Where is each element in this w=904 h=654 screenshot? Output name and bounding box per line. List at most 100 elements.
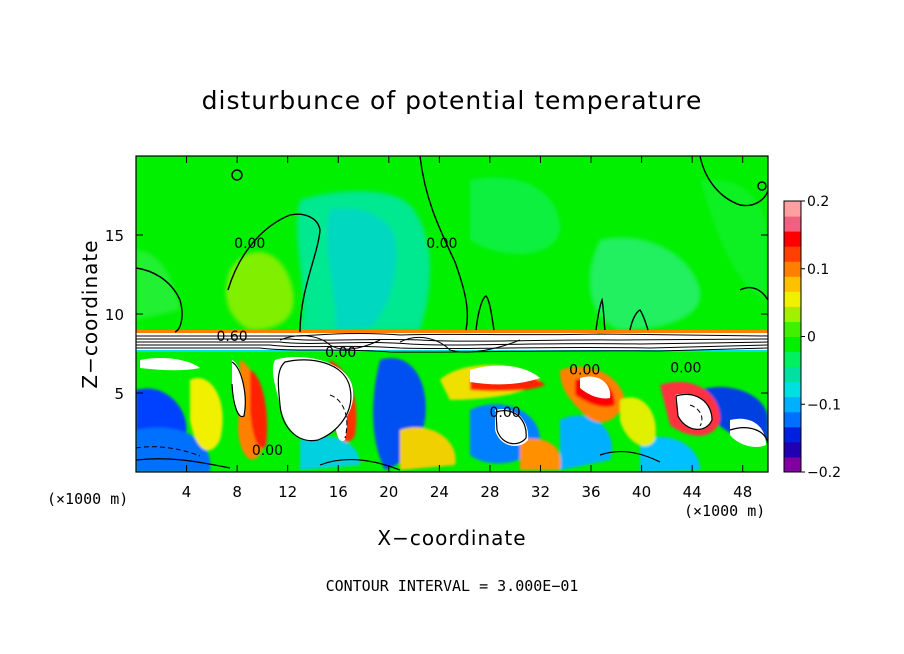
band-line-1 bbox=[136, 332, 768, 337]
band-line-6 bbox=[279, 335, 381, 350]
contour-labels: 0.00 0.00 0.60 0.00 0.00 0.00 0.00 0.00 bbox=[216, 236, 701, 459]
colorbar-segment bbox=[784, 426, 801, 443]
contour-lower-5 bbox=[319, 458, 401, 471]
x-tick-label: 44 bbox=[683, 483, 702, 501]
contour-label: 0.00 bbox=[670, 361, 701, 377]
white-9 bbox=[140, 357, 200, 371]
colorbar-segment bbox=[784, 321, 801, 337]
colorbar-segment bbox=[784, 246, 801, 262]
x-tick-label: 16 bbox=[329, 483, 348, 501]
colorbar-segment bbox=[784, 336, 801, 353]
y-tick-label: 15 bbox=[105, 227, 124, 245]
dashed-1 bbox=[136, 446, 201, 457]
lower-cyan-1 bbox=[300, 436, 360, 470]
white-5 bbox=[675, 393, 712, 430]
contours-upper bbox=[136, 156, 768, 333]
dashed-3 bbox=[689, 404, 703, 427]
colorbar-segment bbox=[784, 366, 801, 383]
colorbar-segment bbox=[784, 261, 801, 277]
white-4 bbox=[580, 376, 611, 399]
contour-lower-3 bbox=[495, 410, 527, 445]
contour-label: 0.00 bbox=[426, 236, 457, 252]
band-line-3 bbox=[136, 341, 768, 346]
contour-label: 0.00 bbox=[234, 236, 265, 252]
contour-upper-ring-2 bbox=[757, 181, 767, 191]
band-line-5 bbox=[136, 347, 768, 353]
contour-lower-1 bbox=[277, 359, 352, 442]
contour-interval-note: CONTOUR INTERVAL = 3.000E−01 bbox=[325, 577, 579, 595]
band-line-7 bbox=[399, 337, 521, 353]
x-tick-label: 48 bbox=[733, 483, 752, 501]
contour-upper-ring-1 bbox=[231, 169, 243, 181]
contour-label: 0.00 bbox=[325, 345, 356, 361]
x-tick-label: 32 bbox=[531, 483, 550, 501]
colorbar-segment bbox=[784, 276, 801, 292]
x-unit-label: (×1000 m) bbox=[684, 502, 766, 520]
white-3 bbox=[495, 409, 529, 446]
lower-blue-7 bbox=[640, 436, 700, 472]
x-tick-label: 8 bbox=[232, 483, 242, 501]
x-tick-label: 4 bbox=[182, 483, 192, 501]
contour-upper-3 bbox=[419, 156, 469, 331]
colorbar-segment bbox=[784, 231, 801, 247]
colorbar-tick-label: −0.2 bbox=[807, 465, 841, 481]
white-7 bbox=[232, 360, 246, 416]
upper-blob-yellowgreen bbox=[226, 251, 294, 330]
contour-upper-2 bbox=[136, 267, 183, 333]
contour-lower-8 bbox=[231, 361, 246, 418]
lower-yellow-4 bbox=[400, 427, 456, 470]
heatmap-field: 0.00 0.00 0.60 0.00 0.00 0.00 0.00 0.00 bbox=[136, 156, 768, 472]
contour-upper-7 bbox=[595, 297, 606, 331]
contour-lower-7 bbox=[599, 450, 661, 463]
contour-label: 0.00 bbox=[252, 443, 283, 459]
colorbar-tick-label: 0.2 bbox=[807, 194, 829, 210]
white-1 bbox=[272, 357, 354, 441]
contour-upper-6 bbox=[475, 295, 495, 331]
colorbar-segment bbox=[784, 306, 801, 322]
x-tick-label: 24 bbox=[430, 483, 449, 501]
band-line-4 bbox=[136, 344, 768, 350]
upper-blob-right2 bbox=[700, 179, 766, 300]
contour-label: 0.00 bbox=[490, 405, 521, 421]
colorbar-segment bbox=[784, 396, 801, 413]
x-tick-label: 40 bbox=[632, 483, 651, 501]
x-tick-label: 20 bbox=[379, 483, 398, 501]
colorbar-tick-label: 0.1 bbox=[807, 262, 829, 278]
y-tick-label: 10 bbox=[105, 306, 124, 324]
lower-yellow-1 bbox=[190, 378, 223, 451]
upper-blob-right bbox=[589, 237, 701, 330]
y-axis-label: Z−coordinate bbox=[78, 239, 102, 389]
colorbar-segment bbox=[784, 441, 801, 458]
contour-upper-4 bbox=[699, 156, 768, 207]
lower-blue-5 bbox=[560, 415, 612, 470]
y-tick-label: 5 bbox=[114, 385, 124, 403]
colorbar-tick-label: 0 bbox=[807, 330, 816, 346]
y-axis: 5 10 15 bbox=[105, 227, 768, 403]
colorbar-segment bbox=[784, 291, 801, 307]
colorbar-segment bbox=[784, 351, 801, 368]
colorbar-segment bbox=[784, 456, 801, 473]
white-2 bbox=[470, 365, 540, 385]
colorbar-segment bbox=[784, 381, 801, 398]
colorbar-segment bbox=[784, 201, 801, 217]
contour-lower-2 bbox=[675, 393, 713, 430]
upper-blob-mid bbox=[470, 177, 560, 254]
lower-yellow-3 bbox=[620, 397, 656, 447]
lower-orange-3 bbox=[520, 438, 561, 470]
contour-lower-4 bbox=[136, 458, 231, 469]
white-8 bbox=[730, 418, 766, 447]
dashed-2 bbox=[329, 394, 348, 439]
contours-band bbox=[136, 332, 768, 353]
colorbar: 0.2 0.1 0 −0.1 −0.2 bbox=[783, 194, 841, 481]
contour-upper-8 bbox=[629, 309, 649, 331]
x-axis-label: X−coordinate bbox=[377, 526, 527, 550]
colorbar-segment bbox=[784, 216, 801, 232]
contours-lower bbox=[136, 359, 768, 471]
contours-dashed bbox=[136, 394, 703, 457]
x-tick-label: 12 bbox=[278, 483, 297, 501]
y-unit-label: (×1000 m) bbox=[47, 490, 129, 508]
colorbar-tick-label: −0.1 bbox=[807, 397, 841, 413]
lower-red-1 bbox=[250, 370, 268, 449]
